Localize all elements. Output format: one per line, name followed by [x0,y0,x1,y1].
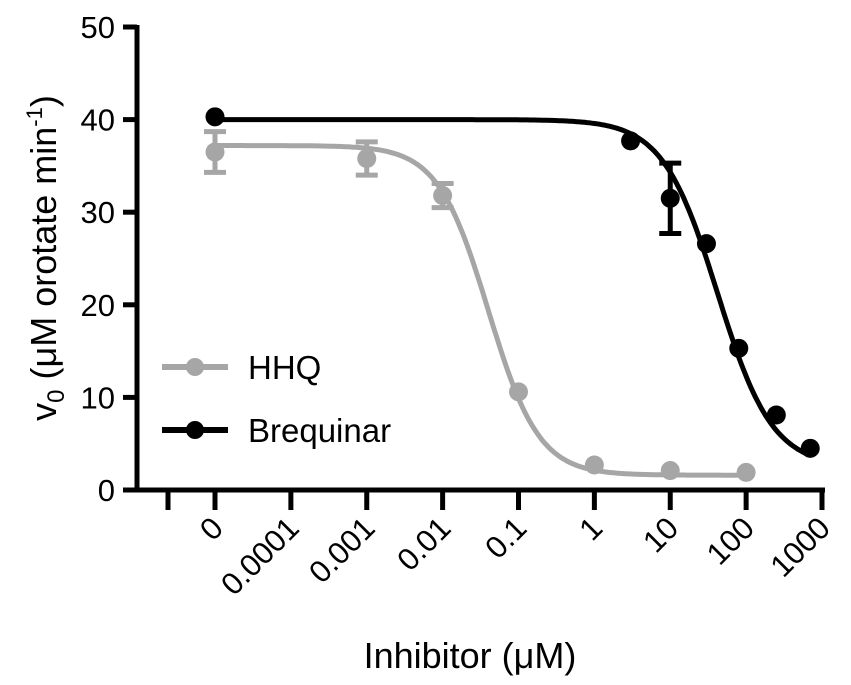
y-tick-label-0: 0 [98,473,115,508]
x-tick-label-6: 10 [636,510,685,559]
data-point-1-3 [696,234,716,254]
data-point-0-4 [584,455,604,475]
y-tick-label-2: 20 [81,288,115,323]
data-point-0-2 [433,186,453,206]
data-point-1-6 [800,438,820,458]
y-axis-title-subscript: 0 [43,390,70,403]
y-axis-title-rest: (μM orotate min [23,127,64,390]
data-point-0-3 [509,382,528,402]
x-tick-label-3: 0.01 [390,510,457,577]
x-tick-label-2: 0.001 [302,510,382,590]
x-tick-label-7: 100 [700,510,761,571]
fit-curve-1 [215,117,812,458]
legend-marker-hhq [186,358,204,376]
y-axis-title: v0 (μM orotate min-1) [22,95,70,421]
data-point-0-0 [205,142,225,162]
data-point-1-2 [660,188,680,208]
data-point-1-5 [766,405,786,425]
legend-label-brequinar: Brequinar [248,412,391,449]
y-axis-title-superscript: -1 [22,107,47,127]
data-point-0-6 [736,462,756,482]
legend-marker-brequinar [186,421,204,439]
data-point-0-1 [357,148,377,168]
x-tick-label-5: 1 [572,510,609,547]
y-tick-label-5: 50 [81,10,115,45]
y-axis-title-main: v [23,403,64,421]
x-tick-label-8: 1000 [763,510,837,584]
y-tick-label-1: 10 [81,380,115,415]
data-point-1-0 [205,107,225,127]
x-tick-label-0: 0 [193,510,230,547]
legend: HHQ Brequinar [162,349,391,449]
legend-label-hhq: HHQ [248,349,321,386]
fit-curve-0 [215,143,747,478]
y-axis-title-end: ) [23,95,64,107]
x-tick-label-4: 0.1 [478,510,533,565]
y-tick-label-3: 30 [81,195,115,230]
series-layer [204,107,820,482]
data-point-1-4 [729,338,749,358]
data-point-1-1 [621,131,641,151]
data-point-0-5 [660,461,680,481]
y-tick-label-4: 40 [81,103,115,138]
x-tick-label-1: 0.0001 [214,510,306,602]
x-axis-title: Inhibitor (μM) [364,635,577,676]
